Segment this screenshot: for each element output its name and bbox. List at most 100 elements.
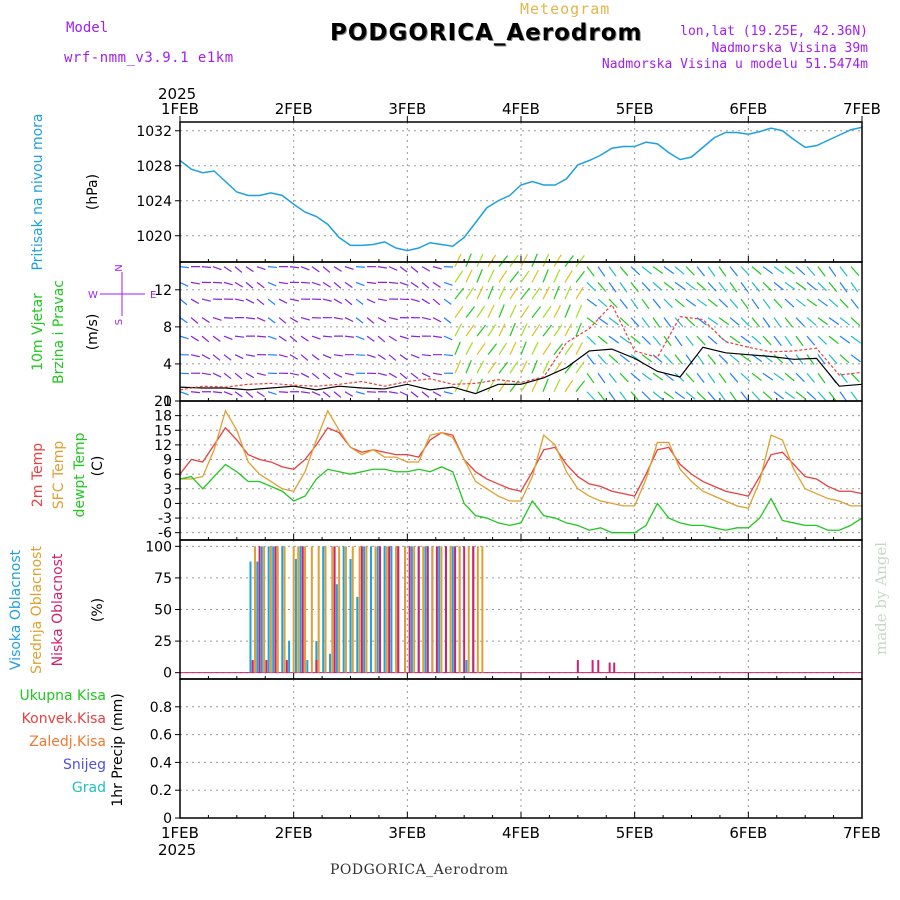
wind-arrow — [476, 269, 483, 283]
wind-arrow — [850, 372, 860, 383]
mid-cloud-bar — [297, 546, 300, 673]
wind-arrow — [619, 317, 630, 327]
wind-arrow — [201, 317, 210, 323]
mid-cloud-bar — [283, 546, 286, 673]
wind-arrow — [817, 266, 826, 277]
wind-arrow — [817, 391, 827, 401]
wind-arrow — [542, 269, 549, 283]
high-cloud-bar — [294, 558, 297, 673]
wind-arrow — [487, 254, 497, 267]
wind-arrow — [432, 266, 442, 270]
wind-arrow — [751, 391, 761, 401]
wind-arrow — [311, 335, 321, 340]
wind-arrow — [245, 391, 254, 398]
wind-arrow — [740, 391, 749, 402]
wind-arrow — [740, 317, 750, 327]
wind-arrow — [828, 335, 839, 345]
wind-arrow — [608, 391, 617, 402]
wind-arrow — [850, 354, 861, 363]
wind-arrow — [707, 298, 718, 307]
high-cloud-bar — [322, 546, 325, 673]
wind-arrow — [630, 298, 639, 310]
wind-arrow — [498, 361, 509, 374]
wind-arrow — [432, 391, 442, 397]
wind-arrow — [476, 253, 484, 267]
wind-arrow — [762, 372, 774, 381]
wind-arrow — [465, 306, 476, 318]
wind-arrow — [355, 335, 365, 341]
wind-arrow — [443, 391, 453, 395]
wind-arrow — [498, 379, 508, 393]
wind-arrow — [652, 298, 662, 309]
precip-ytick-label: 0.8 — [150, 700, 172, 716]
temperature-ytick-label: 0 — [163, 496, 172, 512]
high-cloud-bar — [249, 561, 252, 673]
low-cloud-bar — [388, 546, 391, 673]
wind-arrow — [608, 266, 617, 277]
temp-2m-side-label: 2m Temp — [30, 443, 46, 507]
wind-arrow — [630, 372, 641, 382]
wind-arrow — [795, 317, 805, 327]
wind-arrow — [399, 266, 408, 273]
wind-arrow — [300, 335, 309, 342]
wind-arrow — [696, 372, 705, 384]
wind-arrow — [817, 298, 829, 307]
low-cloud-bar — [435, 546, 438, 673]
wind-arrow — [465, 342, 474, 355]
mid-cloud-bar — [404, 546, 407, 673]
wind-arrow — [520, 270, 530, 283]
wind-arrow — [784, 317, 793, 328]
mid-cloud-bar — [358, 546, 361, 673]
wind-arrow — [267, 317, 276, 324]
wind-arrow — [652, 354, 663, 363]
wind-arrow — [773, 354, 784, 364]
precip-legend-label: Konvek.Kisa — [22, 711, 106, 727]
high-cloud-bar — [329, 653, 332, 673]
wind-arrow — [278, 281, 288, 285]
wind-arrow — [553, 285, 560, 300]
wind-arrow — [355, 391, 365, 395]
wind-arrow — [674, 266, 685, 275]
wind-arrow — [762, 391, 773, 401]
high-cloud-bar — [267, 546, 270, 673]
precip-legend-label: Grad — [72, 780, 106, 796]
wind-arrow — [212, 317, 222, 321]
temperature-ytick-label: 18 — [154, 409, 172, 425]
wind-arrow — [575, 341, 584, 355]
wind-arrow — [597, 266, 606, 277]
wind-arrow — [806, 266, 816, 277]
wind-arrow — [762, 281, 773, 292]
wind-arrow — [278, 354, 288, 358]
wind-arrow — [443, 298, 452, 305]
wind-arrow — [344, 317, 354, 323]
wind-arrow — [674, 298, 685, 308]
wind-arrow — [410, 298, 420, 303]
wind-arrow — [795, 335, 804, 347]
wind-arrow — [421, 354, 432, 357]
high-cloud-bar — [424, 546, 427, 673]
wind-arrow — [542, 360, 550, 374]
wind-arrow — [498, 270, 508, 283]
wind-arrow — [454, 287, 465, 300]
wind-arrow — [597, 335, 608, 345]
wind-arrow — [355, 298, 364, 306]
wind-arrow — [553, 378, 561, 392]
pressure-ytick-label: 1024 — [136, 194, 172, 210]
wind-arrow — [839, 282, 848, 293]
wind-arrow — [388, 281, 399, 284]
wind-arrow — [234, 298, 244, 302]
wind-arrow — [311, 391, 321, 396]
wind-arrow — [828, 317, 840, 325]
wind-arrow — [487, 343, 498, 356]
wind-arrow — [223, 281, 233, 286]
wind-arrow — [443, 317, 452, 324]
wind-arrow — [201, 335, 210, 343]
mid-cloud-bar — [344, 546, 347, 673]
high-cloud-bar — [342, 546, 345, 673]
wind-arrow — [542, 305, 552, 318]
wind-arrow — [839, 335, 851, 344]
wind-arrow — [608, 335, 620, 344]
wind-ytick-label: 4 — [163, 357, 172, 373]
wind-arrow — [443, 354, 454, 357]
